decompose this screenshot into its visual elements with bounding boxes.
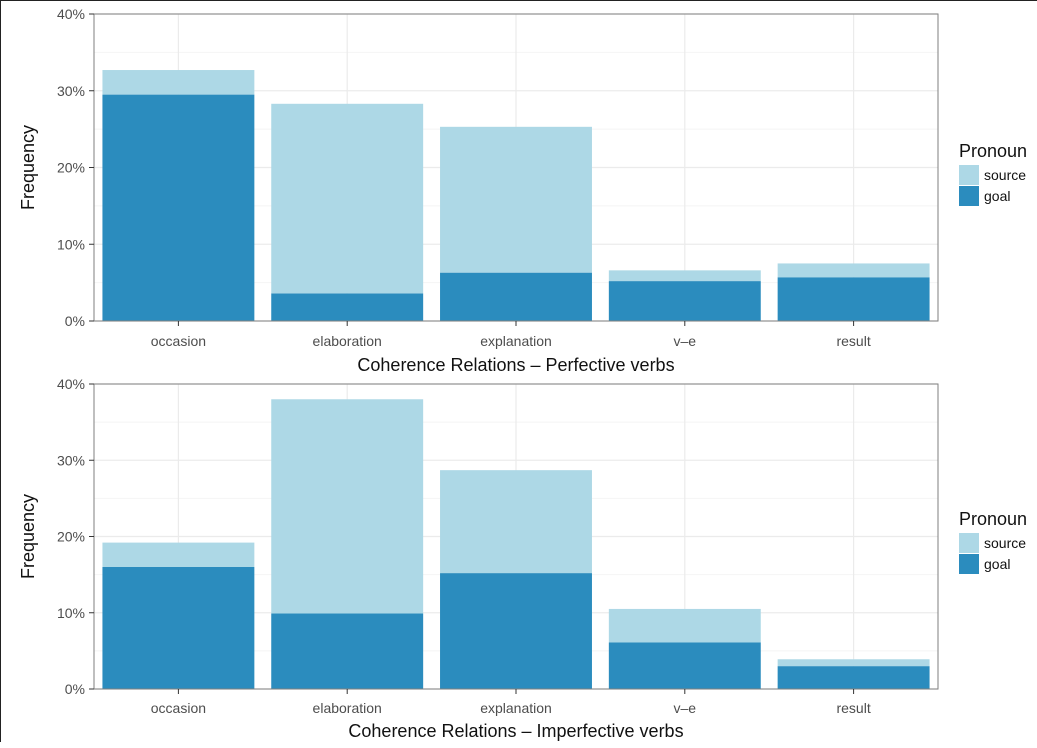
- y-tick-label: 0%: [65, 681, 85, 697]
- legend: Pronoun source goal: [959, 141, 1027, 206]
- bar-source-0: [102, 70, 255, 95]
- bar-goal-0: [102, 567, 255, 689]
- legend-title: Pronoun: [959, 141, 1027, 161]
- y-axis-title: Frequency: [18, 125, 38, 210]
- x-tick-label: result: [836, 700, 870, 716]
- x-tick-label: occasion: [151, 333, 206, 349]
- bar-goal-3: [608, 642, 761, 689]
- x-tick-label: elaboration: [313, 700, 382, 716]
- bar-source-2: [440, 470, 592, 574]
- bar-goal-1: [271, 613, 424, 689]
- chart-imperfective: 0% 10% 20% 30% 40% occasion elaboration explana…: [18, 376, 1027, 741]
- legend-swatch-source: [959, 165, 979, 185]
- x-axis-title: Coherence Relations – Perfective verbs: [357, 355, 674, 375]
- y-tick-label: 10%: [57, 605, 85, 621]
- x-tick-label: explanation: [480, 700, 552, 716]
- y-tick-label: 10%: [57, 236, 85, 252]
- x-tick-label: v–e: [674, 333, 697, 349]
- bar-source-1: [271, 399, 424, 614]
- bar-goal-2: [440, 272, 592, 321]
- bar-goal-4: [777, 666, 930, 689]
- legend-label-goal: goal: [984, 188, 1010, 204]
- bar-source-3: [608, 270, 761, 282]
- y-tick-label: 40%: [57, 376, 85, 392]
- y-axis-title: Frequency: [18, 494, 38, 579]
- bar-source-1: [271, 103, 424, 294]
- y-tick-label: 30%: [57, 452, 85, 468]
- x-tick-label: occasion: [151, 700, 206, 716]
- legend-swatch-source: [959, 533, 979, 553]
- bar-source-4: [777, 263, 930, 278]
- bar-goal-1: [271, 293, 424, 321]
- y-tick-label: 40%: [57, 6, 85, 22]
- legend-swatch-goal: [959, 186, 979, 206]
- x-tick-label: result: [836, 333, 870, 349]
- bar-source-4: [777, 659, 930, 667]
- legend-title: Pronoun: [959, 509, 1027, 529]
- x-axis-title: Coherence Relations – Imperfective verbs: [348, 721, 683, 741]
- legend-label-source: source: [984, 167, 1026, 183]
- legend-label-goal: goal: [984, 556, 1010, 572]
- bar-goal-4: [777, 277, 930, 321]
- y-tick-label: 30%: [57, 83, 85, 99]
- legend-label-source: source: [984, 535, 1026, 551]
- x-tick-label: explanation: [480, 333, 552, 349]
- legend: Pronoun source goal: [959, 509, 1027, 574]
- bar-source-2: [440, 126, 592, 273]
- legend-swatch-goal: [959, 554, 979, 574]
- y-tick-label: 20%: [57, 529, 85, 545]
- bar-source-3: [608, 608, 761, 643]
- x-tick-label: v–e: [674, 700, 697, 716]
- bar-goal-2: [440, 573, 592, 689]
- chart-perfective: 0% 10% 20% 30% 40% occasion elaboration explana…: [18, 6, 1027, 375]
- x-tick-label: elaboration: [313, 333, 382, 349]
- bar-goal-0: [102, 94, 255, 322]
- y-tick-label: 20%: [57, 160, 85, 176]
- bar-source-0: [102, 542, 255, 567]
- bar-goal-3: [608, 281, 761, 321]
- y-tick-label: 0%: [65, 313, 85, 329]
